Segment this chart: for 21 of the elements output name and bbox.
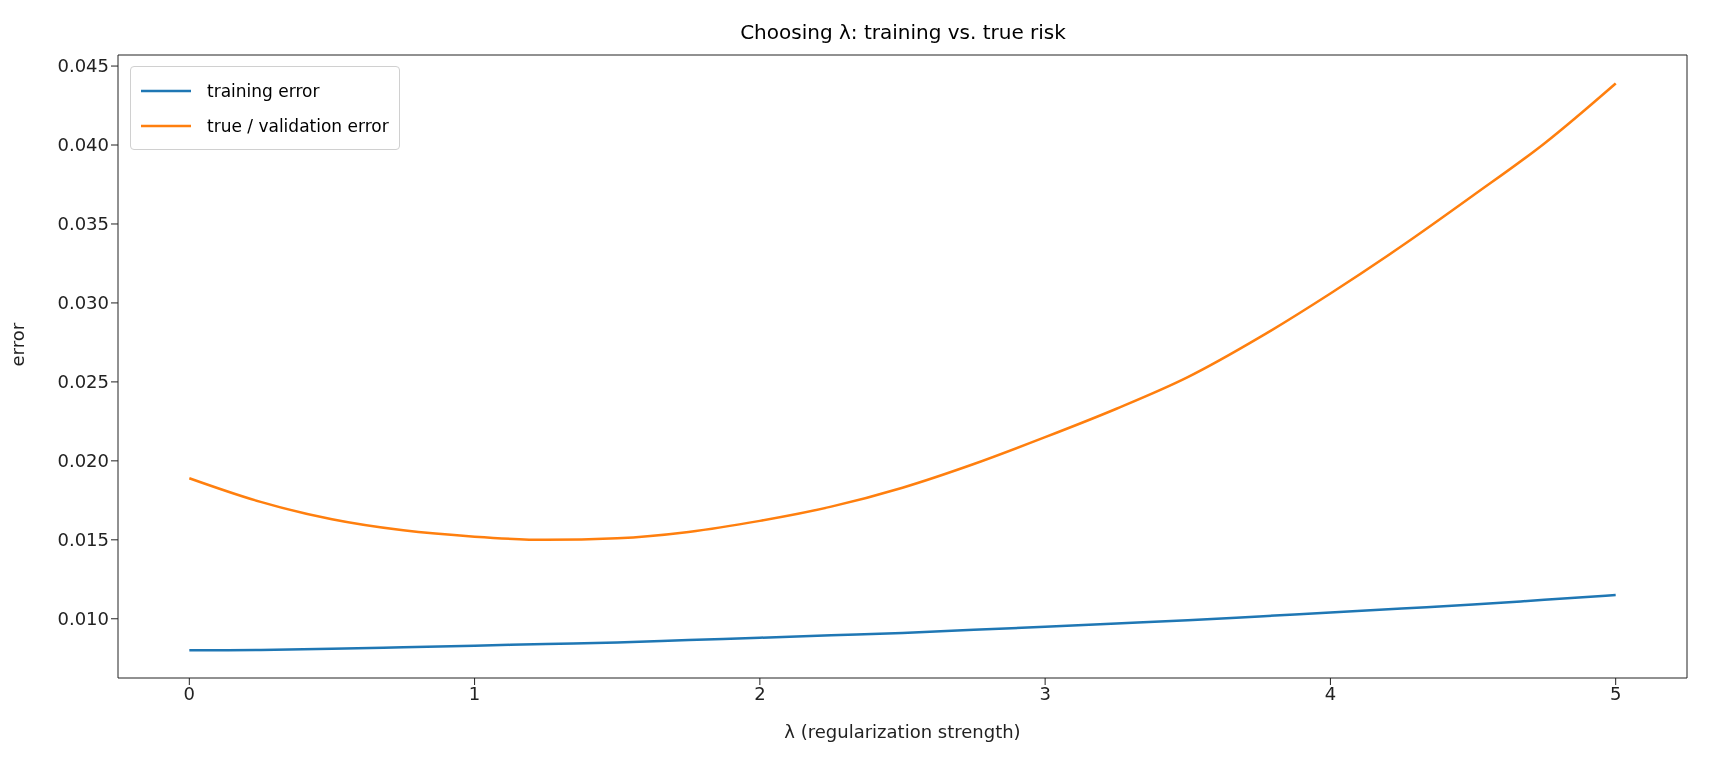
y-tick-label: 0.030 — [57, 292, 109, 314]
chart-title: Choosing λ: training vs. true risk — [739, 20, 1067, 44]
y-tick-label: 0.045 — [57, 55, 109, 77]
x-tick-label: 3 — [1039, 682, 1051, 704]
x-tick-label: 5 — [1609, 682, 1622, 704]
x-tick-label: 1 — [468, 682, 481, 704]
line-series — [188, 593, 1617, 652]
y-tick-label: 0.040 — [57, 134, 109, 156]
x-tick-label: 4 — [1324, 682, 1337, 704]
y-tick-label: 0.025 — [57, 371, 109, 393]
legend-label: training error — [207, 80, 320, 101]
line-series — [188, 82, 1617, 542]
x-axis-title: λ (regularization strength) — [784, 721, 1021, 742]
y-axis-title: error — [7, 322, 29, 367]
y-tick-label: 0.035 — [57, 213, 109, 235]
legend-label: true / validation error — [207, 115, 389, 136]
y-tick-label: 0.020 — [57, 450, 109, 472]
y-tick-label: 0.015 — [57, 529, 109, 551]
y-tick-label: 0.010 — [57, 608, 109, 630]
x-tick-label: 0 — [183, 682, 196, 704]
x-tick-label: 2 — [754, 682, 766, 704]
